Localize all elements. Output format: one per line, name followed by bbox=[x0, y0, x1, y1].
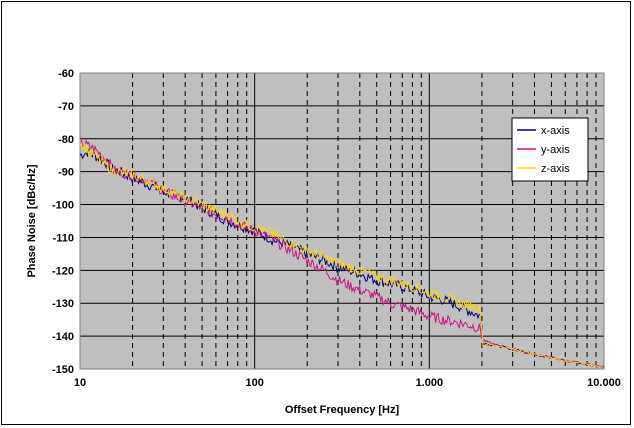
series-line-y-axis bbox=[79, 137, 605, 369]
y-tick-label: -150 bbox=[52, 364, 74, 376]
plot-area bbox=[80, 73, 604, 369]
legend: x-axis y-axis z-axis bbox=[511, 117, 589, 182]
legend-label: z-axis bbox=[541, 163, 570, 175]
series-line-z-axis bbox=[79, 141, 605, 369]
plot-border bbox=[79, 72, 605, 370]
y-tick-label: -90 bbox=[58, 167, 74, 179]
x-tick-label: 1.000 bbox=[416, 377, 444, 389]
y-tick-label: -140 bbox=[52, 331, 74, 343]
x-tick-label: 100 bbox=[245, 377, 263, 389]
x-tick-label: 10 bbox=[74, 377, 86, 389]
x-tick-label: 10.000 bbox=[587, 377, 621, 389]
y-tick-label: -60 bbox=[58, 68, 74, 80]
legend-label: x-axis bbox=[541, 125, 570, 137]
x-tick-labels: 10 100 1.000 10.000 bbox=[74, 377, 621, 389]
y-tick-label: -130 bbox=[52, 298, 74, 310]
series-layer bbox=[79, 137, 605, 369]
legend-label: y-axis bbox=[541, 144, 570, 156]
y-tick-label: -80 bbox=[58, 134, 74, 146]
y-tick-label: -110 bbox=[53, 232, 74, 244]
y-tick-label: -100 bbox=[52, 200, 74, 212]
x-axis-title: Offset Frequency [Hz] bbox=[285, 404, 400, 416]
y-tick-label: -120 bbox=[52, 265, 74, 277]
y-tick-label: -70 bbox=[58, 101, 74, 113]
y-tick-labels: -60 -70 -80 -90 -100 -110 -120 -130 -140 -150 bbox=[52, 68, 74, 376]
y-axis-title: Phase Noise [dBc/Hz] bbox=[26, 164, 38, 277]
